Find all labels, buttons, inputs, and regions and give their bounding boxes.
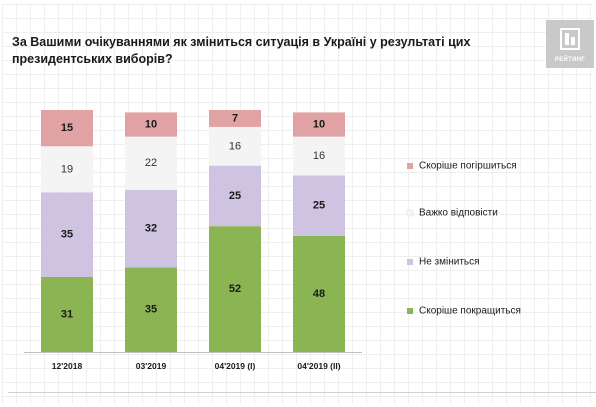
bottom-divider bbox=[8, 392, 596, 393]
bar-segment-скоріше-погіршиться-0 bbox=[41, 110, 93, 147]
legend-label-скоріше-покращиться: Скоріше покращиться bbox=[419, 306, 521, 317]
bar-segment-скоріше-покращиться-2 bbox=[209, 226, 261, 352]
data-label-скоріше-покращиться-0: 31 bbox=[61, 308, 73, 320]
bar-group-1: 35 32 22 10 bbox=[125, 112, 177, 352]
bar-segment-не-зміниться-3 bbox=[293, 175, 345, 236]
bar-segment-скоріше-погіршиться-3 bbox=[293, 112, 345, 137]
x-tick-label-1: 03'2019 bbox=[136, 361, 167, 371]
chart-title: За Вашими очікуваннями як зміниться ситу… bbox=[12, 35, 471, 66]
data-label-важко-відповісти-2: 16 bbox=[229, 140, 241, 152]
rating-logo-icon bbox=[560, 28, 580, 50]
data-label-важко-відповісти-0: 19 bbox=[61, 163, 73, 175]
bar-group-2: 52 25 16 7 bbox=[209, 110, 261, 352]
x-tick-label-0: 12'2018 bbox=[52, 361, 83, 371]
data-label-скоріше-погіршиться-2: 7 bbox=[232, 112, 238, 124]
legend-label-скоріше-погіршиться: Скоріше погіршиться bbox=[419, 161, 517, 172]
x-tick-label-3: 04'2019 (II) bbox=[297, 361, 340, 371]
bar-segment-не-зміниться-2 bbox=[209, 165, 261, 227]
data-label-не-зміниться-3: 25 bbox=[313, 200, 325, 212]
bar-segment-важко-відповісти-2 bbox=[209, 126, 261, 166]
data-label-скоріше-погіршиться-1: 10 bbox=[145, 119, 157, 131]
data-label-важко-відповісти-3: 16 bbox=[313, 150, 325, 162]
bar-segment-скоріше-покращиться-3 bbox=[293, 235, 345, 352]
data-label-скоріше-покращиться-2: 52 bbox=[229, 283, 241, 295]
data-label-не-зміниться-1: 32 bbox=[145, 223, 157, 235]
bar-group-0: 31 35 19 15 bbox=[41, 110, 93, 352]
bar-segment-скоріше-покращиться-0 bbox=[41, 276, 93, 352]
data-label-скоріше-покращиться-1: 35 bbox=[145, 304, 157, 316]
legend-swatch-скоріше-погіршиться bbox=[407, 163, 413, 169]
legend-swatch-не-зміниться bbox=[407, 259, 413, 265]
data-label-не-зміниться-2: 25 bbox=[229, 190, 241, 202]
data-label-скоріше-погіршиться-3: 10 bbox=[313, 119, 325, 131]
bar-segment-скоріше-погіршиться-1 bbox=[125, 112, 177, 137]
bar-segment-не-зміниться-0 bbox=[41, 192, 93, 277]
bar-segment-скоріше-покращиться-1 bbox=[125, 267, 177, 352]
data-label-не-зміниться-0: 35 bbox=[61, 229, 73, 241]
x-tick-label-2: 04'2019 (I) bbox=[215, 361, 256, 371]
data-label-важко-відповісти-1: 22 bbox=[145, 157, 157, 169]
rating-logo-text: РЕЙТИНГ bbox=[554, 57, 586, 63]
data-label-скоріше-погіршиться-0: 15 bbox=[61, 122, 73, 134]
bar-segment-скоріше-погіршиться-2 bbox=[209, 110, 261, 127]
bar-segment-важко-відповісти-0 bbox=[41, 146, 93, 193]
legend-swatch-важко-відповісти bbox=[406, 209, 414, 217]
legend-swatch-скоріше-покращиться bbox=[407, 308, 413, 314]
legend-label-не-зміниться: Не зміниться bbox=[419, 257, 480, 268]
bar-group-3: 48 25 16 10 bbox=[293, 112, 345, 352]
legend-label-важко-відповісти: Важко відповісти bbox=[419, 208, 498, 219]
bar-segment-важко-відповісти-1 bbox=[125, 136, 177, 190]
bar-segment-важко-відповісти-3 bbox=[293, 136, 345, 176]
rating-logo: РЕЙТИНГ bbox=[546, 20, 594, 68]
bar-segment-не-зміниться-1 bbox=[125, 189, 177, 268]
data-label-скоріше-покращиться-3: 48 bbox=[313, 288, 325, 300]
